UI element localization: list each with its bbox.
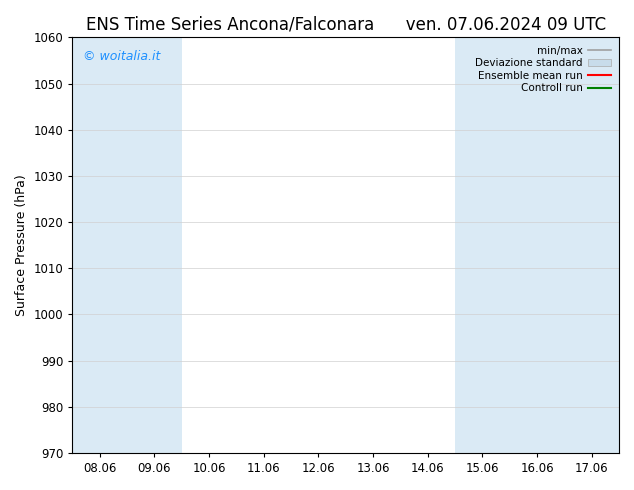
Bar [510,37,564,453]
Title: ENS Time Series Ancona/Falconara      ven. 07.06.2024 09 UTC: ENS Time Series Ancona/Falconara ven. 07… [86,15,605,33]
Text: © woitalia.it: © woitalia.it [83,50,160,63]
Bar [455,37,510,453]
Bar [72,37,127,453]
Bar [564,37,619,453]
Legend: min/max, Deviazione standard, Ensemble mean run, Controll run: min/max, Deviazione standard, Ensemble m… [472,43,614,97]
Bar [127,37,182,453]
Y-axis label: Surface Pressure (hPa): Surface Pressure (hPa) [15,174,28,316]
